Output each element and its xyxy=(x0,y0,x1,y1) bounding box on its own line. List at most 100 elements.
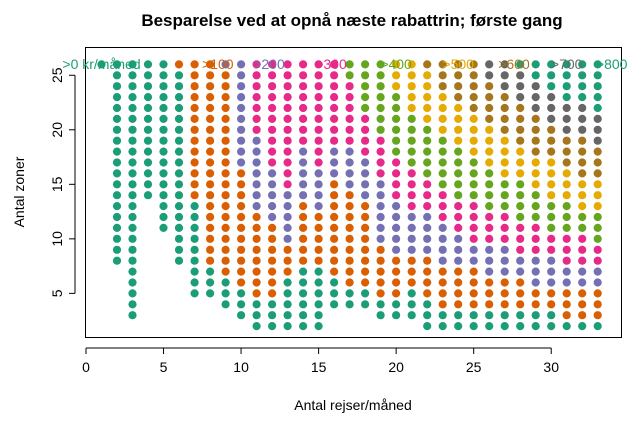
data-point xyxy=(593,234,602,243)
data-point xyxy=(221,191,230,200)
data-point xyxy=(531,223,540,232)
data-point xyxy=(578,212,587,222)
data-point xyxy=(143,136,153,145)
y-tick-label: 25 xyxy=(49,67,65,83)
data-point xyxy=(112,71,122,80)
data-point xyxy=(392,136,401,145)
data-point xyxy=(252,245,261,254)
data-point xyxy=(593,289,602,298)
data-point xyxy=(407,103,416,113)
data-point xyxy=(283,234,292,243)
x-tick-label: 20 xyxy=(388,359,404,375)
data-point xyxy=(547,103,556,113)
data-point xyxy=(578,191,587,200)
data-point xyxy=(423,60,432,69)
data-point xyxy=(314,169,323,178)
data-point xyxy=(562,136,571,145)
data-point xyxy=(593,267,602,276)
data-point xyxy=(438,82,447,91)
data-point xyxy=(128,256,137,265)
data-point xyxy=(454,311,463,320)
data-point xyxy=(407,300,416,309)
data-point xyxy=(314,300,323,309)
data-point xyxy=(423,300,432,309)
data-point xyxy=(392,71,401,80)
data-point xyxy=(143,147,153,156)
data-point xyxy=(423,191,432,200)
data-point xyxy=(112,256,122,265)
data-point xyxy=(438,212,447,222)
data-point xyxy=(143,114,153,123)
data-point xyxy=(562,223,571,232)
data-point xyxy=(469,278,478,287)
data-point xyxy=(174,114,184,123)
data-point xyxy=(252,93,261,102)
data-point xyxy=(376,245,385,254)
data-point xyxy=(314,82,323,91)
data-point xyxy=(314,180,323,189)
data-point xyxy=(547,223,556,232)
data-point xyxy=(345,125,354,134)
data-point xyxy=(423,169,432,178)
data-point xyxy=(174,245,184,254)
data-point xyxy=(376,180,385,189)
data-point xyxy=(237,300,246,309)
data-point xyxy=(562,212,571,222)
data-point xyxy=(128,147,137,156)
data-point xyxy=(361,71,370,80)
data-point xyxy=(345,289,354,298)
data-point xyxy=(500,322,509,331)
data-point xyxy=(283,103,292,113)
data-point xyxy=(143,191,153,200)
data-point xyxy=(330,114,339,123)
data-point xyxy=(516,202,525,211)
data-point xyxy=(330,169,339,178)
data-point xyxy=(128,267,137,276)
data-point xyxy=(469,136,478,145)
data-point xyxy=(593,223,602,232)
data-point xyxy=(128,114,137,123)
data-point xyxy=(206,278,215,287)
data-point xyxy=(578,114,587,123)
data-point xyxy=(128,212,137,222)
data-point xyxy=(283,60,292,69)
data-point xyxy=(330,93,339,102)
data-point xyxy=(252,311,261,320)
data-point xyxy=(190,289,199,298)
data-point xyxy=(438,169,447,178)
data-point xyxy=(252,103,261,113)
data-point xyxy=(547,82,556,91)
data-point xyxy=(299,114,308,123)
data-point xyxy=(485,60,494,69)
data-point xyxy=(345,158,354,167)
data-point xyxy=(128,234,137,243)
data-point xyxy=(392,60,401,69)
data-point xyxy=(330,223,339,232)
data-point xyxy=(330,136,339,145)
data-point xyxy=(392,158,401,167)
data-point xyxy=(500,82,509,91)
data-point xyxy=(500,202,509,211)
data-point xyxy=(500,191,509,200)
data-point xyxy=(330,300,339,309)
data-point xyxy=(314,234,323,243)
data-point xyxy=(407,245,416,254)
data-point xyxy=(438,191,447,200)
data-point xyxy=(423,267,432,276)
data-point xyxy=(206,114,215,123)
data-point xyxy=(392,202,401,211)
data-point xyxy=(454,212,463,222)
data-point xyxy=(159,71,168,80)
data-point xyxy=(423,245,432,254)
data-point xyxy=(562,180,571,189)
data-point xyxy=(593,322,602,331)
data-point xyxy=(345,223,354,232)
data-point xyxy=(299,82,308,91)
data-point xyxy=(547,300,556,309)
data-point xyxy=(392,267,401,276)
data-point xyxy=(376,289,385,298)
data-point xyxy=(345,136,354,145)
data-point xyxy=(190,136,199,145)
data-point xyxy=(407,114,416,123)
data-point xyxy=(500,103,509,113)
